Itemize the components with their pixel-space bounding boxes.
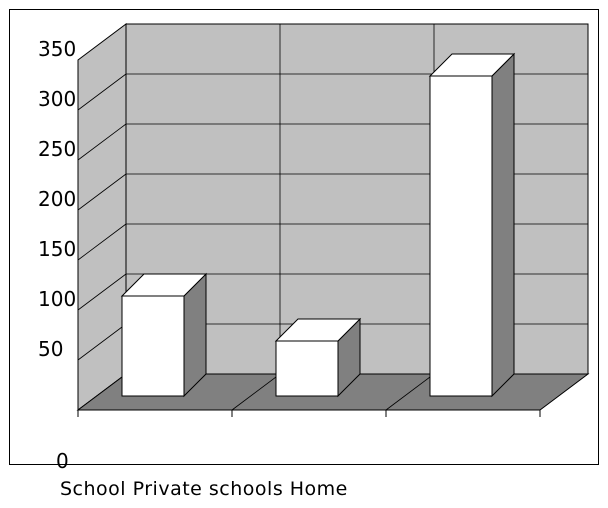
y-axis-tick-labels: 0 50 100 150 200 250 300 350 xyxy=(38,37,76,473)
gridline-side xyxy=(77,323,127,361)
y-tick-label: 150 xyxy=(38,237,76,261)
y-tick-label: 100 xyxy=(38,287,76,311)
y-tick-label: 250 xyxy=(38,137,76,161)
y-tick-label: 350 xyxy=(38,37,76,61)
y-tick-label: 200 xyxy=(38,187,76,211)
side-wall xyxy=(77,23,127,411)
y-tick-label: 50 xyxy=(38,337,63,361)
gridline-side xyxy=(77,173,127,211)
bar-home xyxy=(428,52,516,398)
category-label-home: Home xyxy=(289,478,348,500)
x-axis-ticks xyxy=(77,410,541,417)
floor-divider xyxy=(385,373,435,411)
y-tick-label: 300 xyxy=(38,87,76,111)
bar-front-face xyxy=(429,75,493,397)
bar-school xyxy=(120,272,208,398)
category-labels: School Private schools Home xyxy=(60,478,348,500)
category-label-school: School xyxy=(60,478,127,500)
floor-divider xyxy=(231,373,281,411)
gridline-side xyxy=(77,73,127,111)
chart-frame xyxy=(9,9,599,465)
gridline-side xyxy=(77,123,127,161)
category-label-private-schools: Private schools xyxy=(132,478,284,500)
bars xyxy=(120,52,516,398)
bar-private-schools xyxy=(274,317,362,398)
bar-front-face xyxy=(275,340,339,397)
bar-side-face xyxy=(491,52,515,398)
gridline-side xyxy=(77,223,127,261)
bar-front-face xyxy=(121,295,185,397)
y-tick-label: 0 xyxy=(56,449,69,473)
gridline-side xyxy=(77,273,127,311)
